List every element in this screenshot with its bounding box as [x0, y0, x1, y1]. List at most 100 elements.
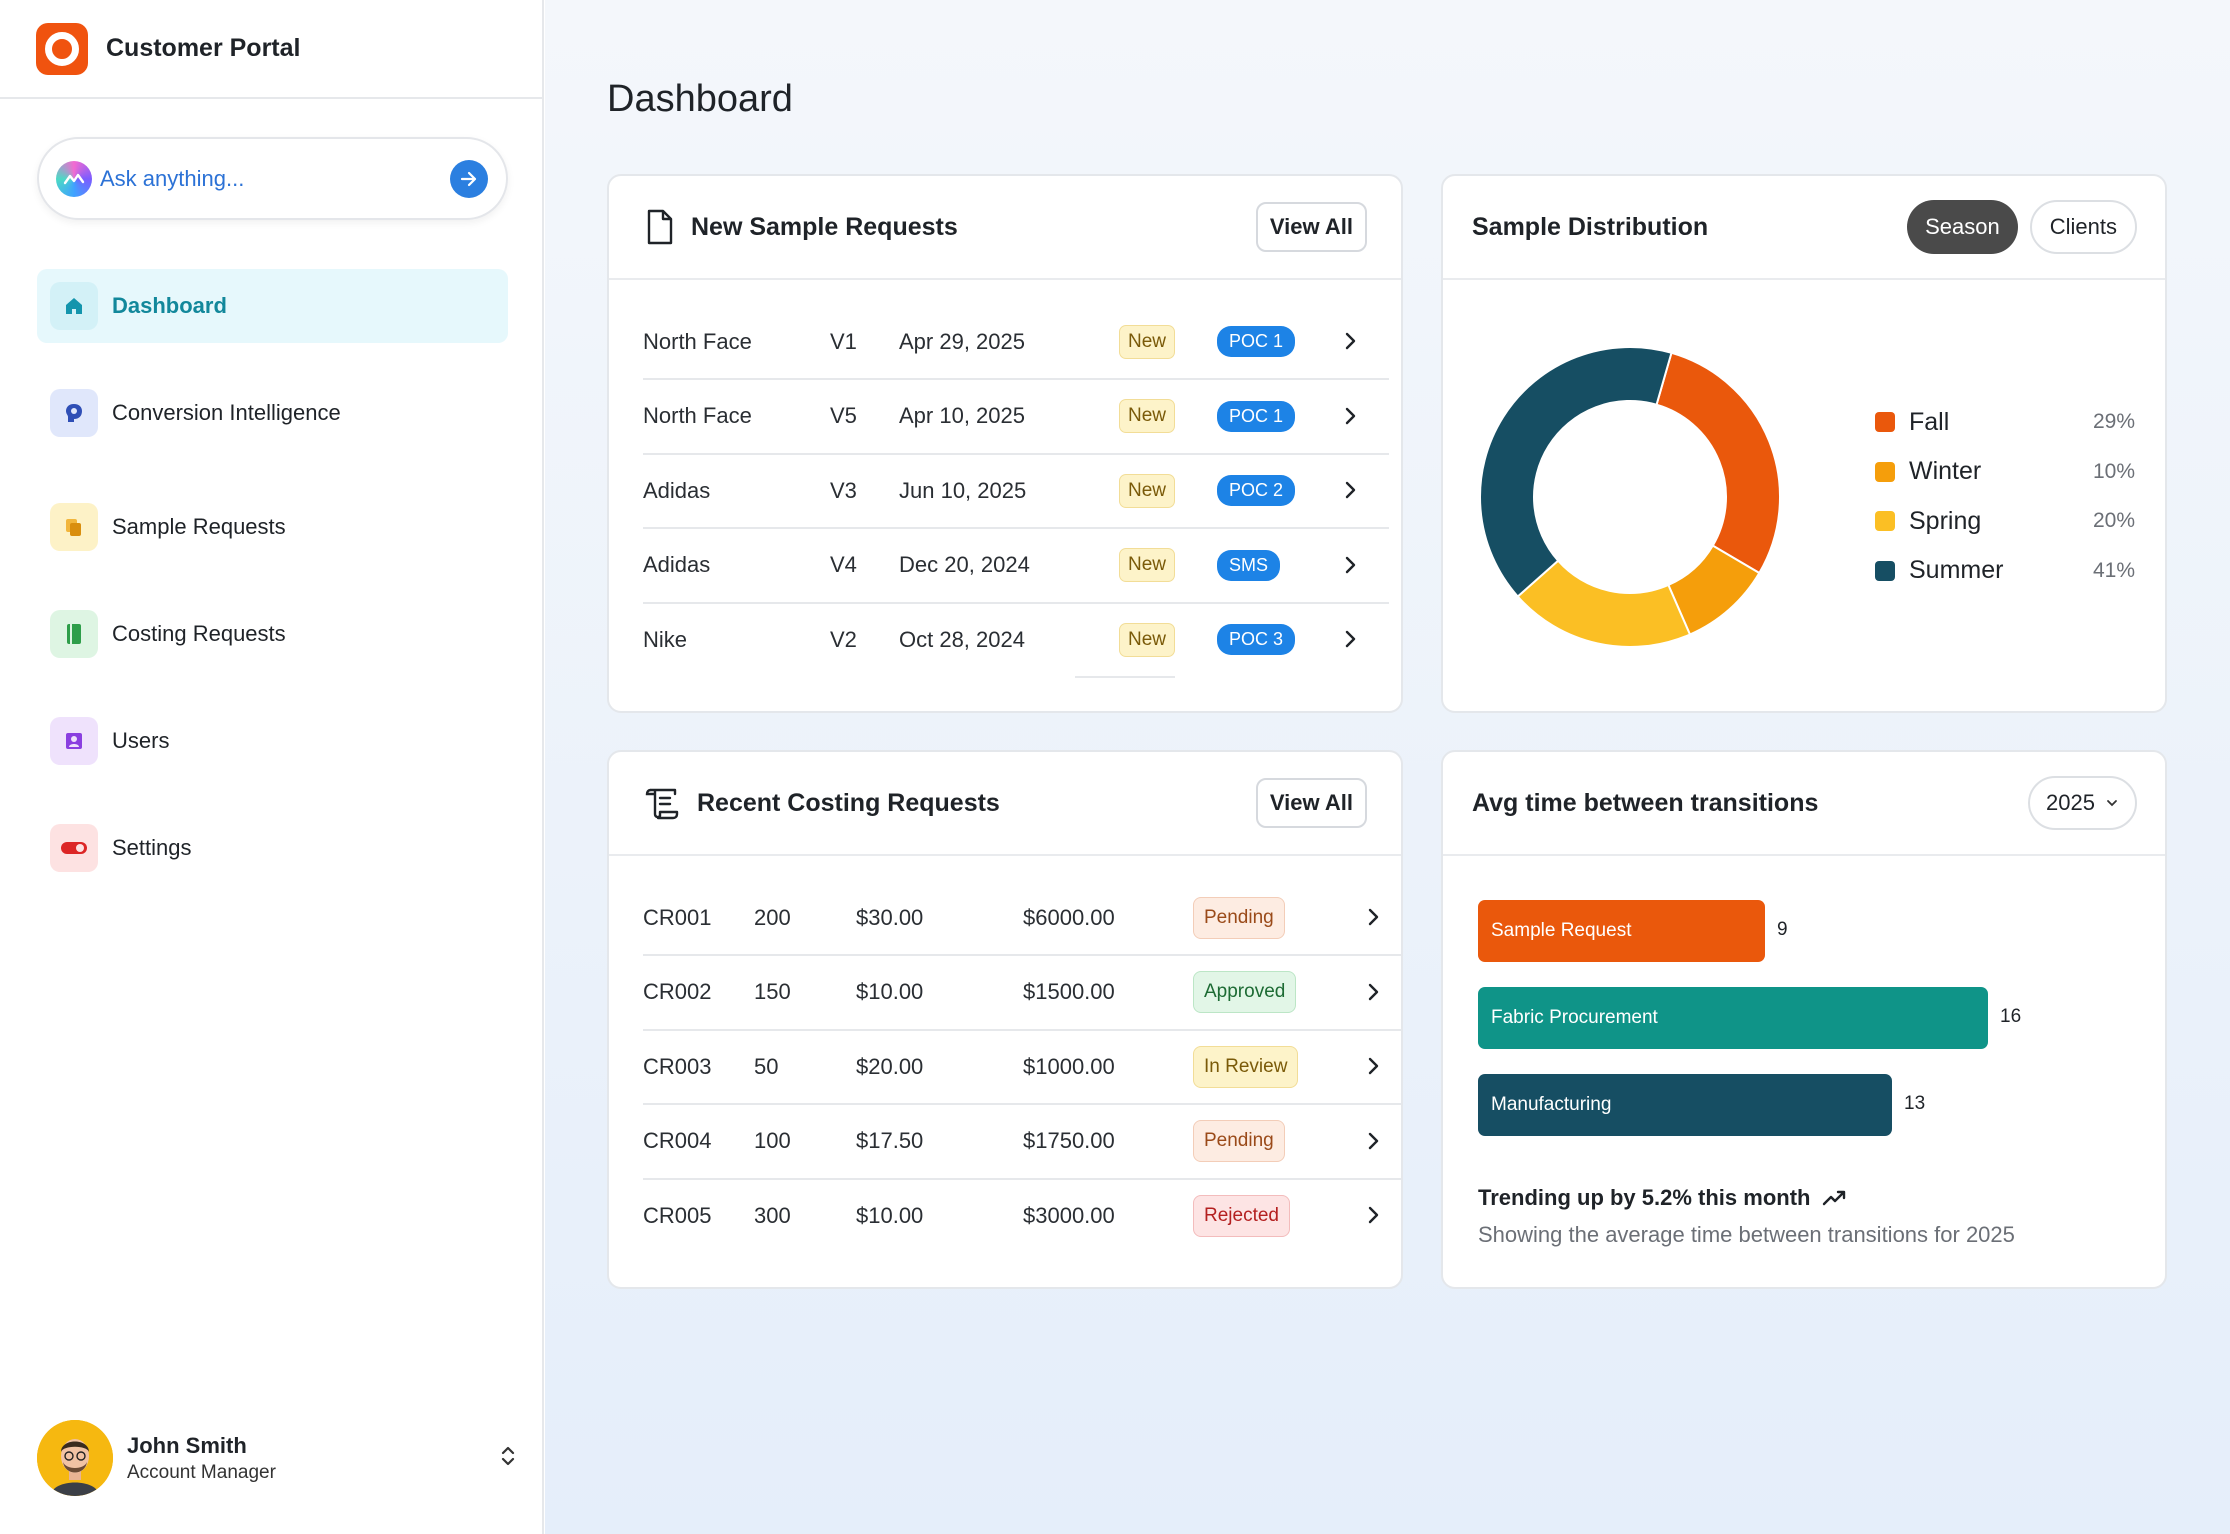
date-cell: Apr 10, 2025: [899, 403, 1025, 428]
status-badge: New: [1119, 473, 1176, 508]
chevron-right-icon[interactable]: [1361, 1129, 1385, 1153]
total-cell: $1750.00: [1023, 1128, 1115, 1153]
legend-value: 10%: [2092, 459, 2135, 483]
legend-item: Summer 41%: [1875, 554, 2135, 588]
table-row[interactable]: CR004 100 $17.50 $1750.00 Pending: [643, 1104, 1401, 1179]
chevron-right-icon[interactable]: [1361, 1203, 1385, 1227]
unit-price-cell: $30.00: [856, 904, 924, 930]
chevron-right-icon[interactable]: [1338, 627, 1362, 651]
view-all-button[interactable]: View All: [1255, 778, 1367, 828]
brand-header: Customer Portal: [0, 0, 542, 99]
sidebar-item-label: Dashboard: [112, 293, 227, 318]
sidebar-item-users[interactable]: Users: [37, 704, 508, 778]
ask-input[interactable]: Ask anything...: [100, 165, 245, 191]
season-toggle[interactable]: Season: [1907, 200, 2018, 254]
client-cell: Adidas: [643, 477, 711, 503]
table-row[interactable]: Adidas V4 Dec 20, 2024 New SMS: [643, 528, 1379, 603]
donut-slice-fall[interactable]: [1655, 351, 1781, 575]
version-cell: V3: [830, 477, 857, 503]
unit-price-cell: $10.00: [856, 979, 924, 1004]
view-all-button[interactable]: View All: [1255, 202, 1367, 252]
chevron-right-icon[interactable]: [1361, 980, 1385, 1004]
row-divider: [1075, 676, 1175, 678]
version-cell: V5: [830, 403, 857, 428]
card-title: Avg time between transitions: [1472, 788, 1819, 817]
sidebar-item-sample-requests[interactable]: Sample Requests: [37, 490, 508, 564]
chevron-right-icon[interactable]: [1361, 905, 1385, 929]
toggle-icon: [50, 824, 98, 872]
legend-label: Spring: [1909, 506, 1982, 535]
user-card-icon: [50, 717, 98, 765]
status-badge: New: [1119, 548, 1176, 582]
bar-sample-request[interactable]: Sample Request: [1478, 900, 1765, 962]
sidebar-item-dashboard[interactable]: Dashboard: [37, 269, 508, 343]
sample-distribution-card: Sample Distribution Season Clients Fall 2…: [1441, 174, 2167, 713]
user-profile[interactable]: John Smith Account Manager: [37, 1420, 517, 1496]
bar-value-label: 16: [2000, 1006, 2022, 1027]
bar-manufacturing[interactable]: Manufacturing: [1478, 1074, 1892, 1136]
quantity-cell: 200: [754, 904, 791, 930]
ask-bar[interactable]: Ask anything...: [37, 137, 508, 220]
table-row[interactable]: Adidas V3 Jun 10, 2025 New POC 2: [643, 453, 1379, 528]
legend-value: 20%: [2092, 509, 2135, 532]
unit-price-cell: $20.00: [856, 1053, 924, 1079]
total-cell: $1000.00: [1023, 1053, 1115, 1079]
table-row[interactable]: CR001 200 $30.00 $6000.00 Pending: [643, 880, 1401, 955]
status-badge: In Review: [1193, 1045, 1299, 1088]
sidebar-item-conversion-intelligence[interactable]: Conversion Intelligence: [37, 376, 508, 450]
expand-collapse-icon[interactable]: [499, 1444, 517, 1473]
client-cell: Nike: [643, 626, 688, 652]
chevron-right-icon[interactable]: [1361, 1054, 1385, 1078]
status-badge: New: [1119, 399, 1176, 433]
chevron-right-icon[interactable]: [1338, 478, 1362, 502]
row-divider: [643, 378, 1389, 380]
clients-toggle[interactable]: Clients: [2029, 200, 2137, 254]
status-badge: Pending: [1193, 1120, 1285, 1162]
date-cell: Dec 20, 2024: [899, 552, 1030, 577]
legend-swatch: [1875, 412, 1895, 432]
card-title: Sample Distribution: [1472, 212, 1709, 241]
table-row[interactable]: CR002 150 $10.00 $1500.00 Approved: [643, 955, 1401, 1030]
tag-badge: POC 3: [1217, 624, 1296, 655]
table-row[interactable]: Nike V2 Oct 28, 2024 New POC 3: [643, 602, 1379, 677]
table-row[interactable]: North Face V1 Apr 29, 2025 New POC 1: [643, 304, 1379, 379]
year-select[interactable]: 2025: [2028, 776, 2137, 830]
chevron-right-icon[interactable]: [1338, 404, 1362, 428]
table-row[interactable]: North Face V5 Apr 10, 2025 New POC 1: [643, 379, 1379, 454]
quantity-cell: 100: [754, 1128, 791, 1153]
card-title: New Sample Requests: [691, 212, 958, 241]
chevron-right-icon[interactable]: [1338, 329, 1362, 353]
send-arrow-icon[interactable]: [450, 159, 488, 198]
version-cell: V2: [830, 626, 857, 652]
sidebar-item-settings[interactable]: Settings: [37, 811, 508, 885]
legend-swatch: [1875, 560, 1895, 581]
table-row[interactable]: CR003 50 $20.00 $1000.00 In Review: [643, 1029, 1401, 1104]
chevron-right-icon[interactable]: [1338, 553, 1362, 577]
row-divider: [643, 452, 1389, 455]
bar-fabric-procurement[interactable]: Fabric Procurement: [1478, 987, 1988, 1049]
request-id-cell: CR003: [643, 1053, 712, 1079]
donut-slice-summer[interactable]: [1479, 346, 1673, 598]
sidebar-item-costing-requests[interactable]: Costing Requests: [37, 597, 508, 671]
card-title: Recent Costing Requests: [697, 788, 1000, 817]
distribution-donut-chart: [1479, 346, 1781, 648]
status-badge: New: [1119, 324, 1176, 359]
bar-value-label: 13: [1904, 1093, 1926, 1114]
ai-sparkle-icon: [56, 160, 92, 197]
home-icon: [50, 282, 98, 330]
transitions-card: Avg time between transitions 2025 Sample…: [1441, 750, 2167, 1289]
client-cell: Adidas: [643, 552, 711, 577]
table-row[interactable]: CR005 300 $10.00 $3000.00 Rejected: [643, 1178, 1401, 1253]
sidebar-item-label: Settings: [112, 835, 192, 860]
costing-requests-card: Recent Costing Requests View All CR001 20…: [607, 750, 1403, 1289]
legend-value: 29%: [2092, 410, 2135, 433]
date-cell: Apr 29, 2025: [899, 328, 1025, 354]
tag-badge: POC 1: [1217, 326, 1296, 357]
page-title: Dashboard: [607, 78, 793, 120]
app-logo[interactable]: [36, 22, 88, 75]
row-divider: [643, 1177, 1401, 1180]
quantity-cell: 150: [754, 979, 791, 1004]
user-role: Account Manager: [127, 1461, 276, 1483]
sidebar-item-label: Conversion Intelligence: [112, 400, 341, 425]
chart-caption: Showing the average time between transit…: [1478, 1222, 2015, 1247]
